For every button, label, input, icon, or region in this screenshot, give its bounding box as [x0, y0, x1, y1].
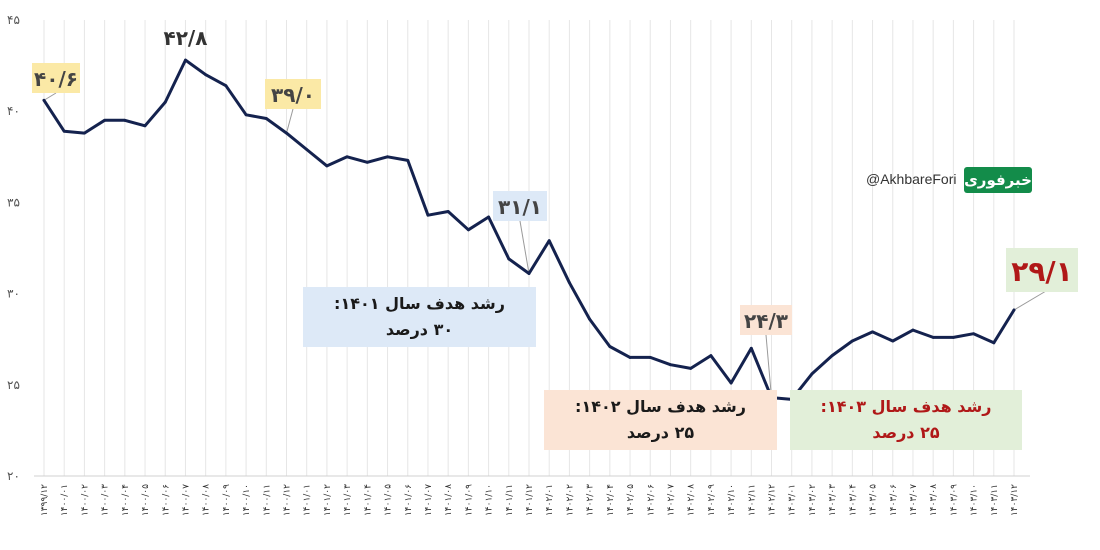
callout-leader — [519, 220, 530, 274]
last-leader — [1013, 290, 1047, 311]
x-tick-label: ۱۴۰۲/۰۱ — [545, 484, 555, 516]
x-tick-label: ۱۴۰۰/۰۲ — [80, 484, 90, 516]
x-tick-label: ۱۴۰۲/۰۵ — [626, 484, 636, 516]
x-tick-label: ۱۴۰۳/۰۴ — [848, 484, 858, 516]
x-tick-label: ۱۴۰۲/۰۸ — [687, 484, 697, 516]
callout-label: ۴۰/۶ — [34, 67, 78, 91]
x-tick-label: ۱۴۰۰/۰۸ — [202, 484, 212, 516]
brand-logo: خبرفوری — [964, 167, 1032, 193]
last-value-box — [1006, 248, 1078, 292]
y-tick-label: ۲۰ — [7, 469, 20, 483]
x-tick-label: ۱۴۰۱/۰۵ — [384, 484, 394, 516]
x-tick-label: ۱۴۰۱/۱۰ — [485, 484, 495, 516]
x-tick-label: ۱۴۰۰/۱۱ — [262, 484, 272, 516]
x-tick-label: ۱۴۰۱/۰۸ — [444, 484, 454, 516]
x-tick-label: ۱۴۰۱/۰۷ — [424, 484, 434, 516]
target-1402-title: رشد هدف سال ۱۴۰۲: — [575, 397, 746, 416]
series-line — [42, 58, 1016, 401]
y-tick-label: ۴۵ — [7, 13, 20, 27]
y-tick-label: ۳۵ — [7, 195, 20, 209]
x-axis: ۱۳۹۹/۱۲ ۱۴۰۰/۰۱ ۱۴۰۰/۰۲ ۱۴۰۰/۰۳ ۱۴۰۰/۰۴ ۱۴۰۰/… — [40, 484, 1020, 516]
target-box-1402: رشد هدف سال ۱۴۰۲: ۲۵ درصد — [544, 390, 777, 450]
x-tick-label: ۱۴۰۰/۰۵ — [141, 484, 151, 516]
x-tick-label: ۱۴۰۲/۰۷ — [666, 484, 676, 516]
social-handle: @AkhbareFori — [866, 171, 957, 187]
x-tick-label: ۱۴۰۳/۰۱ — [788, 484, 798, 516]
callout-leader — [765, 334, 772, 398]
callout-box — [740, 305, 792, 335]
target-1403-title: رشد هدف سال ۱۴۰۳: — [820, 397, 992, 416]
x-tick-label: ۱۴۰۱/۰۹ — [464, 484, 474, 516]
x-tick-label: ۱۴۰۱/۰۶ — [404, 484, 414, 516]
x-tick-label: ۱۴۰۳/۰۷ — [909, 484, 919, 516]
x-tick-label: ۱۴۰۲/۱۲ — [768, 484, 778, 516]
target-1402-value: ۲۵ درصد — [626, 423, 695, 442]
x-tick-label: ۱۴۰۰/۰۹ — [222, 484, 232, 516]
callout-leader — [43, 92, 57, 101]
x-tick-label: ۱۴۰۳/۱۱ — [990, 484, 1000, 516]
callout-label: ۳۹/۰ — [271, 83, 315, 107]
callout-label: ۳۱/۱ — [498, 195, 542, 219]
peak-label: ۴۲/۸ — [163, 26, 207, 50]
callout-box — [265, 79, 321, 109]
callout-leader — [286, 108, 294, 134]
callout-leader-lines — [43, 92, 1047, 398]
x-tick-label: ۱۴۰۰/۰۶ — [161, 484, 171, 516]
y-tick-label: ۴۰ — [7, 104, 20, 118]
target-1401-title: رشد هدف سال ۱۴۰۱: — [334, 294, 505, 313]
last-value-label: ۲۹/۱ — [1011, 255, 1073, 288]
x-tick-label: ۱۴۰۳/۱۰ — [970, 484, 980, 516]
x-tick-label: ۱۴۰۲/۰۹ — [707, 484, 717, 516]
x-tick-label: ۱۴۰۲/۱۰ — [727, 484, 737, 516]
x-tick-label: ۱۴۰۰/۰۳ — [101, 484, 111, 516]
x-tick-label: ۱۴۰۰/۰۴ — [121, 484, 131, 516]
x-tick-label: ۱۴۰۱/۱۱ — [505, 484, 515, 516]
x-tick-label: ۱۴۰۲/۰۶ — [646, 484, 656, 516]
x-tick-label: ۱۳۹۹/۱۲ — [40, 484, 50, 516]
x-tick-label: ۱۴۰۰/۱۲ — [283, 484, 293, 516]
x-tick-label: ۱۴۰۰/۱۰ — [242, 484, 252, 516]
x-tick-label: ۱۴۰۳/۱۲ — [1010, 484, 1020, 516]
x-tick-label: ۱۴۰۳/۰۸ — [929, 484, 939, 516]
target-1401-value: ۳۰ درصد — [385, 320, 454, 339]
x-tick-label: ۱۴۰۳/۰۶ — [889, 484, 899, 516]
y-tick-label: ۳۰ — [7, 287, 20, 301]
x-tick-label: ۱۴۰۰/۰۷ — [181, 484, 191, 516]
x-tick-label: ۱۴۰۲/۱۱ — [747, 484, 757, 516]
x-tick-label: ۱۴۰۱/۰۳ — [343, 484, 353, 516]
x-tick-label: ۱۴۰۱/۰۱ — [303, 484, 313, 516]
callout-label: ۲۴/۳ — [744, 309, 788, 333]
target-box-1403: رشد هدف سال ۱۴۰۳: ۲۵ درصد — [790, 390, 1022, 450]
x-tick-label: ۱۴۰۳/۰۹ — [949, 484, 959, 516]
y-tick-label: ۲۵ — [7, 378, 20, 392]
y-axis: ۲۰ ۲۵ ۳۰ ۳۵ ۴۰ ۴۵ — [7, 13, 20, 483]
x-tick-label: ۱۴۰۳/۰۵ — [869, 484, 879, 516]
x-tick-label: ۱۴۰۰/۰۱ — [60, 484, 70, 516]
x-tick-label: ۱۴۰۳/۰۲ — [808, 484, 818, 516]
x-tick-label: ۱۴۰۳/۰۳ — [828, 484, 838, 516]
callout-box — [493, 191, 547, 221]
x-tick-label: ۱۴۰۱/۱۲ — [525, 484, 535, 516]
callout-box — [32, 63, 80, 93]
target-1403-value: ۲۵ درصد — [872, 423, 940, 442]
x-tick-label: ۱۴۰۲/۰۴ — [606, 484, 616, 516]
callout-labels: ۴۰/۶ ۳۹/۰ ۳۱/۱ ۲۴/۳ ۴۲/۸ ۲۹/۱ — [32, 26, 1078, 335]
x-tick-label: ۱۴۰۲/۰۲ — [565, 484, 575, 516]
x-tick-label: ۱۴۰۱/۰۲ — [323, 484, 333, 516]
x-tick-label: ۱۴۰۲/۰۳ — [586, 484, 596, 516]
x-tick-label: ۱۴۰۱/۰۴ — [363, 484, 373, 516]
target-box-1401: رشد هدف سال ۱۴۰۱: ۳۰ درصد — [303, 287, 536, 347]
